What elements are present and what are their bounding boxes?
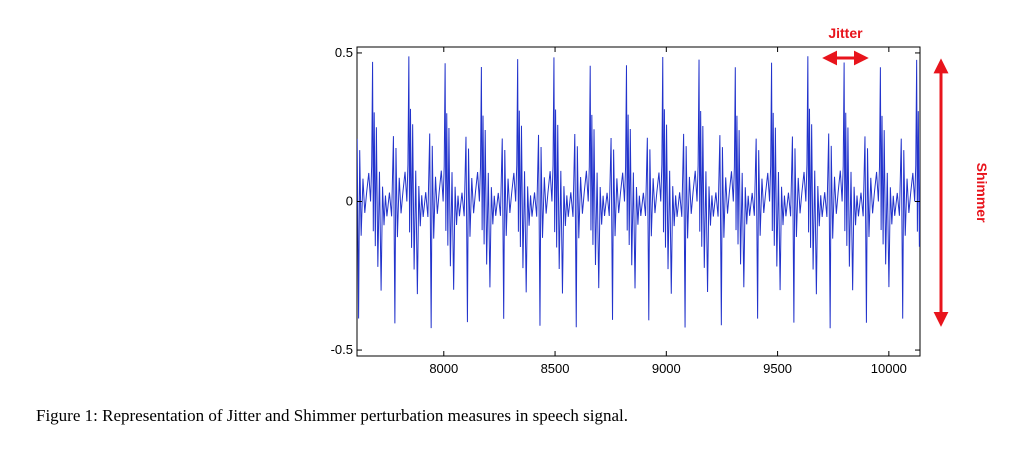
y-axis-ticks: -0.5 0 0.5	[331, 45, 920, 357]
x-tick-label: 9000	[652, 361, 681, 376]
x-tick-label: 9500	[763, 361, 792, 376]
y-tick-label: -0.5	[331, 342, 353, 357]
y-tick-label: 0.5	[335, 45, 353, 60]
shimmer-annotation: Shimmer	[933, 58, 990, 327]
x-axis-ticks: 8000 8500 9000 9500 10000	[429, 47, 907, 376]
x-tick-label: 10000	[871, 361, 907, 376]
waveform-group	[357, 56, 920, 329]
plot-area	[356, 46, 921, 357]
speech-waveform-line	[357, 56, 920, 329]
x-tick-label: 8000	[429, 361, 458, 376]
jitter-label: Jitter	[828, 25, 863, 41]
jitter-annotation: Jitter	[822, 25, 869, 66]
shimmer-label: Shimmer	[974, 163, 990, 223]
x-tick-label: 8500	[541, 361, 570, 376]
y-tick-label: 0	[346, 194, 353, 209]
figure-caption: Figure 1: Representation of Jitter and S…	[36, 406, 629, 425]
